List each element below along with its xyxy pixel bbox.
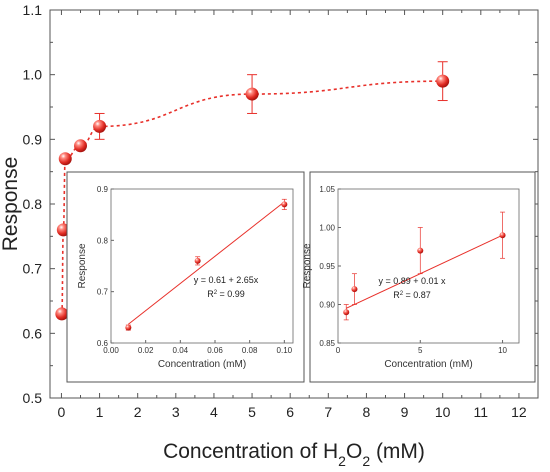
x-tick-label: 12 [511,404,527,420]
inset-r-squared-label: R [393,290,400,300]
x-axis-title-sub: 2 [362,453,370,469]
x-tick-label: 6 [286,404,294,420]
inset-plot-2: 0 5 10 0.85 0.90 0.95 1.00 1.05 Concentration (m… [302,171,536,383]
inset-y-tick-label: 1.00 [319,224,335,233]
y-tick-label: 0.8 [23,196,43,212]
inset-y-tick-label: 0.8 [97,236,109,245]
inset-x-axis-title: Concentration (mM) [384,359,472,370]
inset-x-axis-title: Concentration (mM) [158,359,246,370]
inset-y-axis-title: Response [302,243,313,288]
x-tick-label: 2 [134,404,142,420]
inset-plot-frame [110,188,294,344]
y-tick-label: 1.1 [23,2,43,18]
inset-data-point [343,309,350,316]
inset-r-squared: R2 = 0.87 [393,290,431,300]
inset-frame [66,171,305,383]
inset-y-tick-label: 0.95 [319,262,335,271]
inset-x-tick-label: 0 [336,346,341,355]
inset-data-point [351,286,358,293]
inset-y-tick-label: 0.90 [319,301,335,310]
x-tick-label: 9 [401,404,409,420]
inset-data-point [281,201,288,208]
inset-r-squared: R2 = 0.99 [207,289,245,299]
inset-r-squared-sup: 2 [400,291,404,297]
x-tick-label: 11 [474,404,489,420]
y-tick-label: 0.5 [23,390,43,406]
inset-x-tick-label: 0.02 [138,346,154,355]
inset-y-tick-label: 0.9 [97,185,109,194]
inset-data-point [499,232,506,239]
data-point [58,152,72,166]
inset-plot-1: 0.00 0.02 0.04 0.06 0.08 0.10 0.6 0.7 0.8 0.9 Conc… [66,171,305,383]
x-tick-label: 1 [96,404,104,420]
inset-x-tick-label: 0.04 [173,346,189,355]
inset-y-axis-title: Response [77,243,88,288]
inset-fit-line [346,234,503,309]
x-tick-label: 7 [324,404,332,420]
inset-r-squared-sup: 2 [214,290,218,296]
inset-fit-line [128,201,285,325]
x-tick-label: 8 [363,404,371,420]
inset-r-squared-value: = 0.87 [403,290,431,300]
inset-y-tick-label: 1.05 [319,185,335,194]
main-plot: 0 1 2 3 4 5 6 7 8 9 10 11 120.50.60.70.80.91.01.1Res… [0,2,539,469]
data-point [74,139,87,153]
inset-y-tick-label: 0.85 [319,339,335,348]
data-point [55,307,69,321]
y-tick-label: 0.9 [23,131,43,147]
inset-r-squared-label: R [207,289,214,299]
inset-frame [309,171,536,383]
inset-x-tick-label: 0.06 [207,346,223,355]
y-tick-label: 0.7 [23,261,43,277]
inset-x-tick-label: 10 [498,346,507,355]
data-point [436,74,450,88]
y-tick-label: 1.0 [23,67,43,83]
inset-y-tick-label: 0.6 [97,339,109,348]
inset-data-point [194,257,201,264]
inset-y-tick-label: 0.7 [97,288,109,297]
x-axis-title: Concentration of H2O2 (mM) [163,440,425,469]
inset-x-tick-label: 5 [418,346,423,355]
x-tick-label: 5 [248,404,256,420]
x-axis-title-sub: 2 [338,453,346,469]
y-tick-label: 0.6 [23,325,43,341]
inset-x-tick-label: 0.00 [103,346,119,355]
inset-data-point [125,324,132,331]
x-axis-title-prefix: Concentration of H [163,440,338,463]
inset-data-point [417,247,424,254]
x-tick-label: 10 [435,404,451,420]
x-axis-title-mid: O [346,440,362,463]
x-tick-label: 4 [210,404,218,420]
data-point [93,119,107,133]
x-axis-title-suffix: (mM) [370,440,425,463]
inset-x-tick-label: 0.10 [277,346,293,355]
inset-r-squared-value: = 0.99 [217,289,245,299]
y-axis-title: Response [0,157,22,252]
x-tick-label: 0 [58,404,66,420]
x-tick-label: 3 [172,404,180,420]
data-point [245,87,259,101]
inset-equation: y = 0.61 + 2.65x [194,275,259,285]
inset-x-tick-label: 0.08 [242,346,258,355]
inset-equation: y = 0.89 + 0.01 x [378,276,446,286]
